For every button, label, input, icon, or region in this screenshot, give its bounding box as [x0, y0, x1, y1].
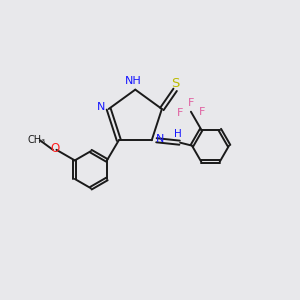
Text: N: N	[155, 134, 164, 144]
Text: CH₃: CH₃	[27, 135, 45, 145]
Text: F: F	[199, 107, 205, 117]
Text: N: N	[97, 103, 105, 112]
Text: NH: NH	[125, 76, 142, 86]
Text: F: F	[176, 108, 183, 118]
Text: S: S	[172, 77, 180, 90]
Text: O: O	[50, 142, 60, 155]
Text: F: F	[188, 98, 194, 109]
Text: H: H	[174, 129, 182, 140]
